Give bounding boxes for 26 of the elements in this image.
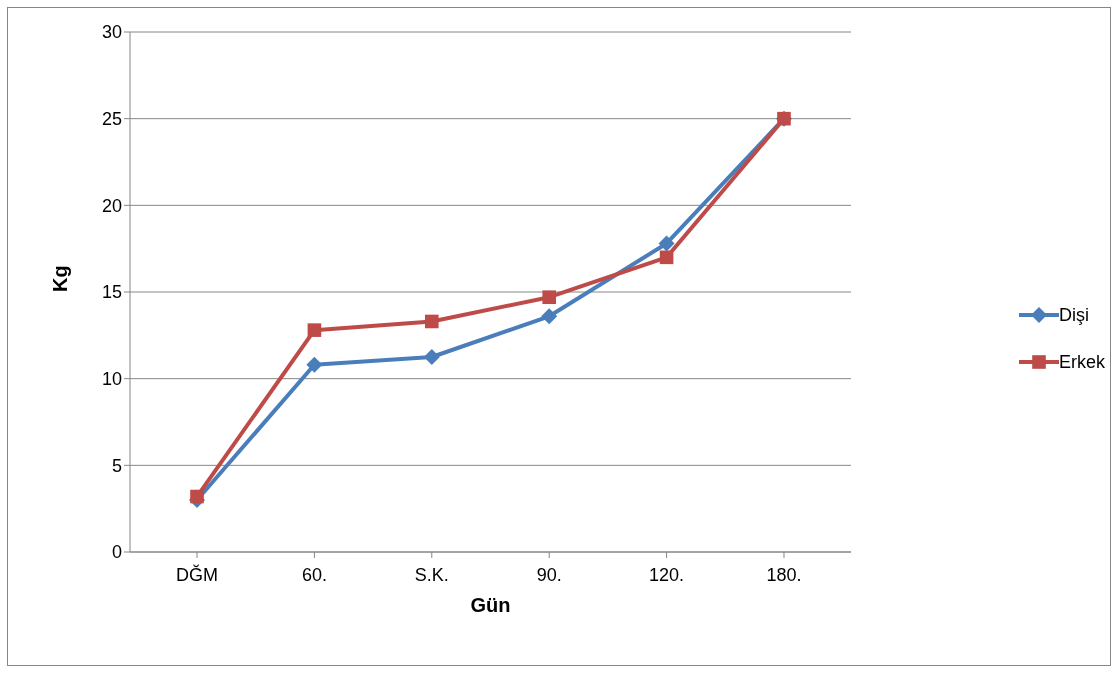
x-tick-label: S.K. [414,564,449,585]
x-tick-label: 60. [301,564,327,585]
y-axis-title: Kg [49,265,72,292]
point [541,308,558,325]
y-tick-label: 30 [101,22,122,43]
y-tick-label: 20 [101,195,122,216]
y-tick-label: 15 [101,282,122,303]
x-axis-title: Gün [470,594,511,616]
point [658,235,675,252]
x-tick-label: 120. [649,564,685,585]
y-tick-label: 5 [111,455,122,476]
point [542,290,556,304]
y-tick-label: 0 [111,542,122,563]
y-tick-label: 25 [101,109,122,130]
x-tick-label: 90. [536,564,562,585]
legend-label: Erkek [1058,351,1105,373]
x-tick-label: 180. [766,564,802,585]
point [423,349,440,365]
y-tick-label: 10 [101,369,122,390]
point [307,323,322,337]
point [306,356,323,373]
point [424,314,439,329]
x-tick-label: DĞM [176,563,218,585]
legend-label: Dişi [1058,304,1089,326]
point [659,250,674,265]
point [190,489,204,504]
